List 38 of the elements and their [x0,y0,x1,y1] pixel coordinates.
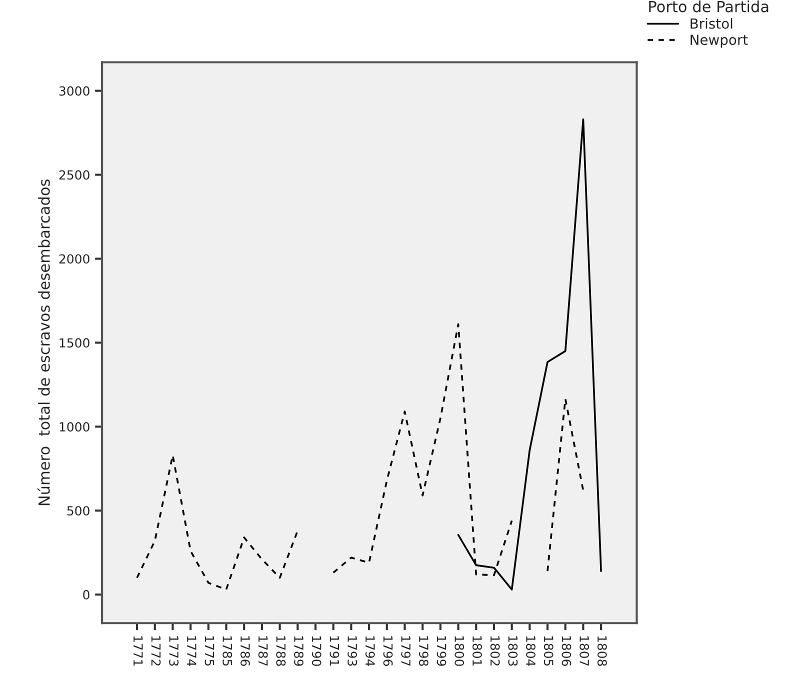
x-tick-label: 1790 [312,636,322,666]
x-tick-label: 1808 [597,636,607,666]
x-tick-label: 1773 [169,636,179,666]
y-tick-label: 1500 [60,338,90,348]
x-tick-label: 1807 [580,636,590,666]
x-tick-label: 1774 [187,636,196,666]
legend-label: Newport [690,34,748,48]
y-tick-label: 500 [67,506,90,516]
x-tick-label: 1799 [436,636,446,666]
x-tick-label: 1789 [294,636,304,666]
x-tick-label: 1793 [348,636,358,666]
x-tick-label: 1803 [508,636,518,666]
x-tick-label: 1775 [204,636,214,666]
x-tick-label: 1798 [418,636,428,666]
x-tick-label: 1788 [276,636,286,666]
y-tick-label: 1000 [60,422,90,432]
x-tick-label: 1797 [401,636,411,666]
legend-title: Porto de Partida [649,0,768,12]
x-tick-label: 1804 [526,636,536,666]
y-tick-label: 3000 [59,86,90,96]
y-tick-label: 2000 [59,254,90,264]
x-tick-label: 1785 [222,636,232,666]
x-tick-label: 1800 [454,636,464,666]
x-tick-label: 1801 [472,636,482,666]
x-tick-label: 1771 [134,636,143,666]
x-tick-label: 1802 [490,636,500,666]
y-tick-label: 0 [83,590,90,600]
x-tick-label: 1796 [383,636,393,666]
y-axis-title: Número total de escravos desembarcados [37,180,50,506]
y-tick-label: 2500 [59,170,90,180]
x-tick-label: 1787 [258,636,268,666]
legend-label: Bristol [690,18,732,29]
x-tick-label: 1794 [365,636,375,666]
x-tick-label: 1805 [544,636,554,666]
x-tick-label: 1806 [562,636,572,666]
x-tick-label: 1791 [330,636,340,666]
x-tick-label: 1772 [151,636,161,666]
x-tick-label: 1786 [240,636,250,666]
